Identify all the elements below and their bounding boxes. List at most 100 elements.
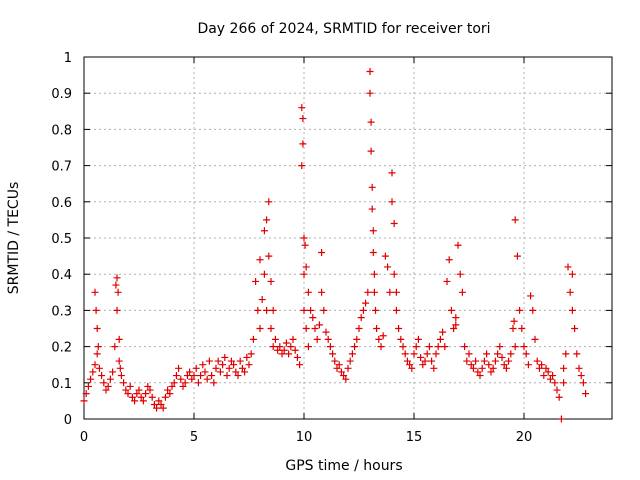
data-point: [164, 386, 172, 394]
data-point: [353, 335, 361, 343]
data-point: [395, 325, 403, 332]
data-point: [408, 364, 416, 372]
data-point: [397, 335, 405, 343]
data-point: [120, 379, 128, 387]
data-point: [557, 415, 565, 423]
data-point: [223, 372, 231, 380]
data-point: [571, 325, 579, 332]
data-point: [399, 343, 407, 351]
data-point: [300, 270, 308, 278]
data-point: [112, 281, 120, 289]
data-point: [579, 379, 587, 387]
data-point: [300, 306, 308, 314]
data-point: [146, 386, 154, 394]
data-point: [575, 364, 583, 372]
data-point: [373, 325, 381, 332]
data-point: [199, 361, 207, 369]
data-point: [346, 357, 354, 365]
data-point: [93, 350, 101, 358]
data-point: [377, 343, 385, 351]
data-point: [520, 343, 528, 351]
y-tick-label: 1: [64, 51, 72, 66]
data-point: [236, 357, 244, 365]
data-point: [263, 216, 271, 224]
data-point: [465, 350, 473, 358]
y-tick-label: 0.4: [51, 268, 72, 283]
data-point: [463, 357, 471, 365]
data-point: [549, 372, 557, 380]
data-point: [201, 368, 209, 376]
data-point: [128, 393, 136, 401]
data-point: [84, 382, 92, 390]
data-point: [245, 361, 253, 369]
data-point: [436, 335, 444, 343]
data-point: [568, 270, 576, 278]
data-point: [551, 379, 559, 387]
data-point: [419, 361, 427, 369]
data-point: [208, 372, 216, 380]
data-point: [113, 306, 121, 314]
data-point: [282, 339, 290, 347]
data-point: [116, 364, 124, 372]
data-point: [131, 397, 139, 405]
data-point: [106, 375, 114, 383]
data-point: [265, 252, 273, 260]
data-point: [197, 372, 205, 380]
data-point: [115, 357, 123, 365]
data-point: [148, 393, 156, 401]
data-point: [212, 364, 220, 372]
data-point: [434, 343, 442, 351]
data-point: [392, 306, 400, 314]
data-point: [298, 162, 306, 170]
data-point: [342, 375, 350, 383]
data-point: [175, 364, 183, 372]
plot-frame: [83, 56, 613, 420]
data-point: [344, 364, 352, 372]
data-point: [491, 357, 499, 365]
data-point: [186, 368, 194, 376]
data-point: [254, 306, 262, 314]
data-point: [544, 368, 552, 376]
data-point: [533, 357, 541, 365]
data-point: [203, 375, 211, 383]
data-point: [553, 386, 561, 394]
data-point: [555, 393, 563, 401]
x-tick-label: 0: [80, 430, 88, 445]
data-point: [177, 375, 185, 383]
data-point: [430, 364, 438, 372]
data-point: [304, 343, 312, 351]
data-point: [166, 390, 174, 398]
data-point: [337, 368, 345, 376]
data-point: [293, 353, 301, 361]
data-point: [194, 379, 202, 387]
data-point: [190, 372, 198, 380]
data-point: [566, 288, 574, 296]
data-point: [577, 372, 585, 380]
y-tick-label: 0: [64, 413, 72, 428]
data-point: [496, 343, 504, 351]
data-point: [318, 288, 326, 296]
data-point: [414, 335, 422, 343]
data-point: [269, 343, 277, 351]
data-point: [192, 364, 200, 372]
data-point: [423, 350, 431, 358]
data-point: [368, 183, 376, 191]
data-point: [94, 343, 102, 351]
data-point: [369, 248, 377, 256]
data-point: [410, 350, 418, 358]
grid-lines: [84, 57, 612, 419]
data-point: [461, 343, 469, 351]
y-tick-label: 0.5: [51, 232, 72, 247]
data-point: [126, 382, 134, 390]
y-tick-label: 0.1: [51, 377, 72, 392]
y-tick-label: 0.8: [51, 123, 72, 138]
data-point: [263, 306, 271, 314]
data-point: [315, 321, 323, 329]
data-point: [401, 350, 409, 358]
data-point: [485, 361, 493, 369]
data-point: [439, 328, 447, 336]
data-point: [98, 372, 106, 380]
data-points: [80, 67, 590, 423]
data-point: [274, 346, 282, 354]
data-point: [265, 198, 273, 206]
